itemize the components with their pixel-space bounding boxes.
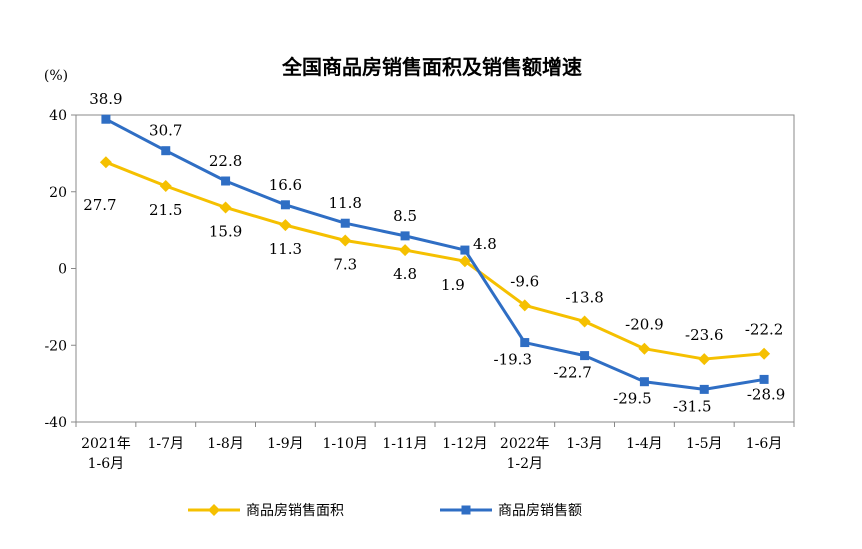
- data-point-sales: [759, 374, 769, 384]
- data-label-area: -9.6: [510, 272, 539, 290]
- x-tick-label: 1-7月: [147, 436, 184, 452]
- data-point-sales: [400, 231, 410, 241]
- series-layer: [99, 114, 771, 394]
- data-label-sales: 4.8: [473, 235, 497, 253]
- data-point-area: [698, 353, 711, 366]
- x-tick-label: 1-3月: [566, 436, 603, 452]
- data-point-sales: [101, 114, 111, 124]
- data-point-area: [638, 342, 651, 355]
- data-label-area: 15.9: [209, 222, 242, 240]
- data-label-area: -13.8: [565, 288, 603, 306]
- y-unit-label: (%): [44, 68, 68, 84]
- data-point-sales: [280, 200, 290, 210]
- x-tick-label: 1-2月: [506, 456, 543, 472]
- data-point-sales: [460, 245, 470, 255]
- data-label-area: 27.7: [83, 196, 116, 214]
- data-label-area: 1.9: [441, 276, 465, 294]
- x-tick-label: 1-11月: [382, 436, 427, 452]
- data-label-area: 11.3: [269, 240, 302, 258]
- data-label-sales: -19.3: [494, 351, 532, 369]
- data-point-area: [399, 244, 412, 257]
- x-tick-label: 1-9月: [267, 436, 304, 452]
- data-point-area: [279, 219, 292, 232]
- y-tick-label: 0: [58, 262, 67, 278]
- chart-title: 全国商品房销售面积及销售额增速: [281, 55, 582, 79]
- data-point-area: [758, 347, 771, 360]
- data-point-area: [99, 156, 112, 169]
- data-label-sales: 38.9: [89, 90, 122, 108]
- data-label-area: 21.5: [149, 201, 182, 219]
- series-line-0: [105, 160, 765, 361]
- data-label-sales: -28.9: [747, 385, 785, 403]
- data-label-area: -22.2: [745, 321, 783, 339]
- legend-marker-diamond: [208, 504, 220, 516]
- data-labels: 27.7 21.5 15.9 11.3 7.3 4.8 1.9 -9.6 -13.8 -20.9 -…: [83, 90, 785, 415]
- data-point-sales: [520, 338, 530, 348]
- x-tick-label: 2021年: [81, 436, 131, 452]
- legend-label: 商品房销售面积: [246, 503, 344, 519]
- data-point-sales: [699, 384, 709, 394]
- data-label-sales: -29.5: [613, 390, 651, 408]
- data-label-area: -23.6: [685, 326, 723, 344]
- x-tick-label: 2022年: [500, 436, 550, 452]
- y-tick-label: 20: [49, 185, 67, 201]
- x-tick-label: 1-6月: [88, 456, 125, 472]
- data-point-area: [458, 255, 471, 268]
- data-label-sales: 16.6: [269, 176, 302, 194]
- data-point-sales: [340, 218, 350, 228]
- data-label-sales: -22.7: [553, 364, 591, 382]
- data-point-sales: [639, 377, 649, 387]
- data-label-area: 7.3: [333, 255, 357, 273]
- legend: 商品房销售面积 商品房销售额: [188, 503, 582, 519]
- data-point-area: [339, 234, 352, 247]
- x-tick-label: 1-10月: [323, 436, 368, 452]
- data-label-area: -20.9: [625, 316, 663, 334]
- y-axis: 40 20 0 -20 -40: [44, 108, 76, 431]
- legend-marker-square: [461, 505, 471, 515]
- x-axis: 2021年 1-6月 1-7月 1-8月 1-9月 1-10月 1-11月 1-12月 2022…: [75, 422, 795, 472]
- data-point-sales: [221, 176, 231, 186]
- y-tick-label: -20: [44, 338, 67, 354]
- data-point-sales: [580, 351, 590, 361]
- data-label-sales: 22.8: [209, 152, 242, 170]
- x-tick-label: 1-5月: [686, 436, 723, 452]
- data-label-sales: 11.8: [329, 194, 362, 212]
- data-label-sales: 8.5: [393, 207, 417, 225]
- series-line-1: [105, 117, 765, 391]
- x-tick-label: 1-6月: [746, 436, 783, 452]
- data-point-area: [219, 201, 232, 214]
- data-point-area: [159, 179, 172, 192]
- data-point-area: [518, 299, 531, 312]
- data-label-sales: 30.7: [149, 122, 182, 140]
- x-tick-label: 1-4月: [626, 436, 663, 452]
- data-label-sales: -31.5: [673, 397, 711, 415]
- x-tick-label: 1-8月: [207, 436, 244, 452]
- y-tick-label: -40: [44, 415, 67, 431]
- legend-label: 商品房销售额: [498, 503, 582, 519]
- data-point-sales: [161, 146, 171, 156]
- x-tick-label: 1-12月: [442, 436, 487, 452]
- y-tick-label: 40: [49, 108, 67, 124]
- data-point-area: [578, 315, 591, 328]
- data-label-area: 4.8: [393, 265, 417, 283]
